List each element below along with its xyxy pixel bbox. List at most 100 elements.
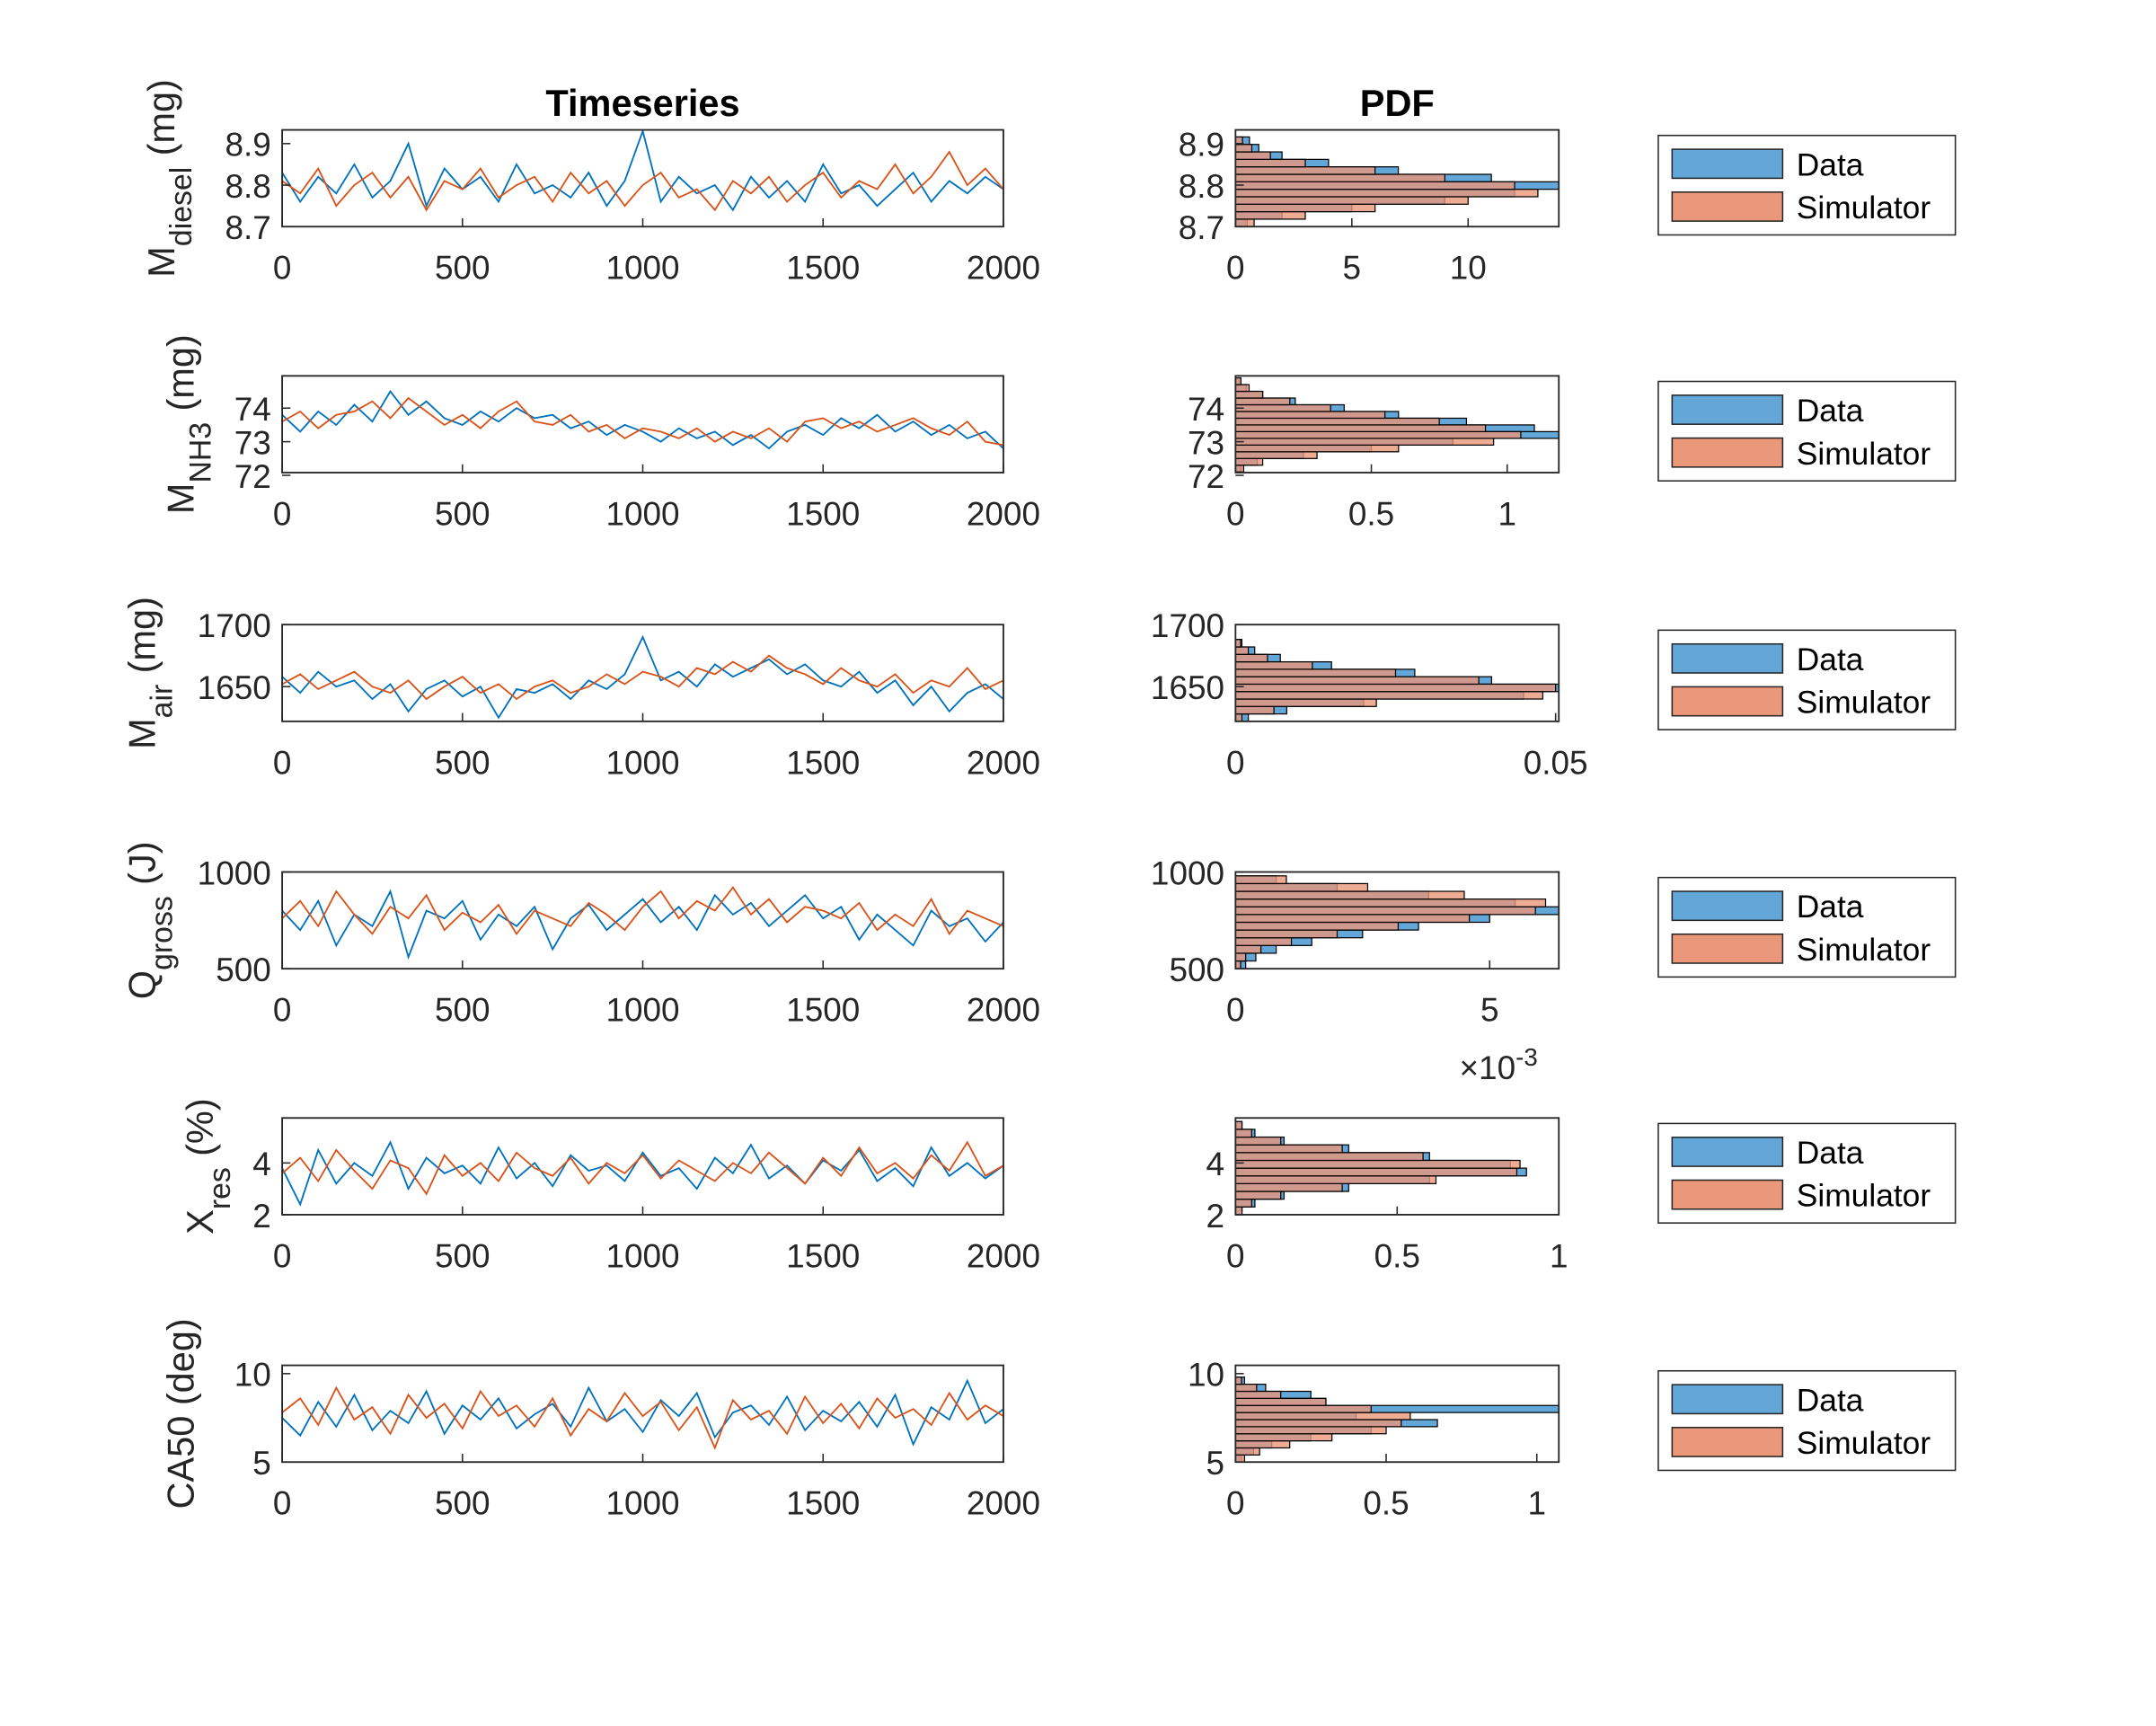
series-line bbox=[282, 654, 1003, 701]
histogram-bar bbox=[1235, 1167, 1518, 1177]
y-tick-label: 73 bbox=[1188, 424, 1224, 461]
histogram-bar bbox=[1235, 660, 1313, 670]
axes-box bbox=[1234, 375, 1560, 474]
series-line bbox=[282, 1378, 1003, 1447]
histogram-bar bbox=[1235, 397, 1291, 406]
histogram-bar bbox=[1235, 668, 1397, 677]
y-tick-label: 8.8 bbox=[1179, 168, 1224, 205]
y-tick-label: 8.9 bbox=[1179, 127, 1224, 164]
histogram-bar bbox=[1235, 1190, 1282, 1200]
x-tick-label: 0 bbox=[1226, 744, 1245, 781]
histogram-bar bbox=[1235, 1120, 1243, 1130]
y-label-base: X bbox=[179, 1209, 221, 1235]
histogram-bar bbox=[1235, 890, 1465, 900]
y-label-base: M bbox=[140, 246, 182, 278]
histogram-bar bbox=[1235, 898, 1547, 907]
histogram-bar bbox=[1235, 390, 1264, 399]
x-tick-label: 1 bbox=[1550, 1237, 1568, 1274]
y-tick-label: 73 bbox=[234, 424, 271, 461]
legend-swatch bbox=[1671, 1137, 1784, 1167]
x-tick-label: 0 bbox=[273, 992, 292, 1029]
legend-label: Simulator bbox=[1797, 933, 1931, 968]
x-tick-label: 1500 bbox=[786, 992, 860, 1029]
column-title: Timeseries bbox=[545, 82, 739, 124]
y-label-unit: (mg) bbox=[121, 597, 163, 673]
legend-swatch bbox=[1671, 1427, 1784, 1457]
x-tick-label: 500 bbox=[435, 1485, 490, 1522]
y-tick-label: 4 bbox=[1206, 1146, 1225, 1182]
histogram-bar bbox=[1235, 465, 1245, 473]
y-tick-label: 500 bbox=[216, 952, 271, 988]
legend-swatch bbox=[1671, 1179, 1784, 1210]
x-tick-label: 0 bbox=[273, 495, 292, 532]
y-tick-label: 10 bbox=[1188, 1357, 1224, 1394]
histogram-bar bbox=[1235, 1390, 1282, 1399]
legend-label: Data bbox=[1797, 394, 1864, 429]
x-tick-label: 1 bbox=[1527, 1485, 1546, 1522]
histogram-bar bbox=[1235, 937, 1293, 946]
x-tick-label: 5 bbox=[1480, 992, 1499, 1029]
x-tick-label: 5 bbox=[1343, 250, 1362, 287]
y-label-base: M bbox=[121, 718, 163, 749]
histogram-bar bbox=[1235, 189, 1539, 198]
x-tick-label: 0.5 bbox=[1348, 495, 1394, 532]
legend-label: Data bbox=[1797, 890, 1864, 925]
y-axis-label: Mair (mg) bbox=[121, 597, 180, 749]
histogram-bar bbox=[1235, 1136, 1282, 1146]
y-label-unit: (%) bbox=[179, 1098, 221, 1156]
x-tick-label: 0.5 bbox=[1363, 1485, 1409, 1522]
y-label-base: M bbox=[160, 483, 202, 515]
histogram-bar bbox=[1235, 713, 1243, 721]
histogram-bar bbox=[1235, 438, 1495, 446]
x-tick-label: 500 bbox=[435, 744, 490, 781]
histogram-bar bbox=[1235, 1152, 1424, 1162]
histogram-bar bbox=[1235, 411, 1386, 420]
histogram-bar bbox=[1235, 698, 1377, 707]
y-label-sub: gross bbox=[146, 896, 180, 970]
y-label-unit: (mg) bbox=[160, 334, 202, 411]
legend-label: Simulator bbox=[1797, 686, 1931, 721]
x-tick-label: 0 bbox=[1226, 495, 1245, 532]
histogram-bar bbox=[1235, 1397, 1327, 1406]
x-tick-label: 0 bbox=[1226, 992, 1245, 1029]
x-tick-label: 500 bbox=[435, 992, 490, 1029]
y-label-sub: diesel bbox=[164, 167, 199, 246]
histogram-bar bbox=[1235, 1447, 1260, 1456]
legend-swatch bbox=[1671, 191, 1784, 222]
y-tick-label: 500 bbox=[1169, 952, 1224, 988]
x-tick-label: 500 bbox=[435, 495, 490, 532]
y-label-base: CA50 (deg) bbox=[160, 1318, 202, 1509]
x-tick-label: 0 bbox=[273, 1485, 292, 1522]
x-tick-label: 0 bbox=[1226, 1485, 1245, 1522]
legend-swatch bbox=[1671, 686, 1784, 717]
x-tick-label: 1500 bbox=[786, 250, 860, 287]
histogram-bar bbox=[1235, 158, 1306, 168]
histogram-bar bbox=[1235, 921, 1400, 931]
x-tick-label: 1500 bbox=[786, 1485, 860, 1522]
x-tick-label: 2000 bbox=[967, 1485, 1040, 1522]
histogram-bar bbox=[1235, 203, 1376, 213]
series-line bbox=[282, 396, 1003, 447]
histogram-bar bbox=[1235, 376, 1241, 385]
axes-box bbox=[281, 871, 1004, 970]
histogram-bar bbox=[1235, 136, 1243, 146]
histogram-bar bbox=[1235, 646, 1250, 655]
histogram-bar bbox=[1235, 683, 1557, 693]
histogram-bar bbox=[1235, 151, 1271, 160]
y-tick-label: 8.7 bbox=[225, 209, 270, 246]
y-label-sub: air bbox=[146, 685, 180, 719]
x-tick-label: 2000 bbox=[967, 250, 1040, 287]
legend-label: Data bbox=[1797, 1136, 1864, 1171]
histogram-bar bbox=[1235, 691, 1544, 700]
legend-swatch bbox=[1671, 394, 1784, 425]
axes-box bbox=[281, 375, 1004, 474]
y-label-sub: NH3 bbox=[184, 422, 218, 483]
histogram-bar bbox=[1235, 424, 1487, 433]
x-tick-label: 2000 bbox=[967, 992, 1040, 1029]
histogram-bar bbox=[1235, 1404, 1372, 1413]
y-tick-label: 5 bbox=[1206, 1445, 1225, 1482]
y-tick-label: 1700 bbox=[1151, 607, 1224, 644]
histogram-bar bbox=[1235, 1454, 1246, 1463]
